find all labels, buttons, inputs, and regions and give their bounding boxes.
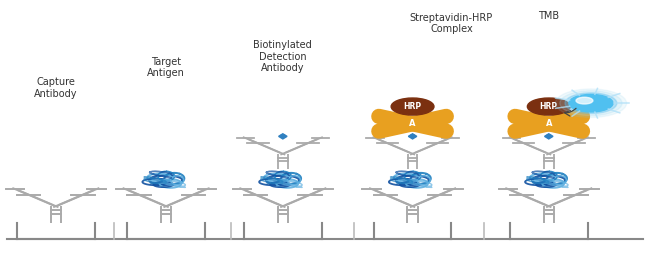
Text: Capture
Antibody: Capture Antibody	[34, 77, 77, 99]
Text: HRP: HRP	[404, 102, 422, 111]
Polygon shape	[279, 134, 287, 139]
Text: HRP: HRP	[540, 102, 558, 111]
Text: Biotinylated
Detection
Antibody: Biotinylated Detection Antibody	[254, 40, 312, 73]
Circle shape	[569, 94, 613, 112]
Circle shape	[560, 91, 622, 116]
Polygon shape	[408, 134, 417, 139]
Text: TMB: TMB	[538, 11, 560, 21]
Circle shape	[576, 97, 593, 104]
Text: A: A	[410, 119, 416, 128]
Circle shape	[527, 98, 570, 115]
Circle shape	[281, 135, 285, 136]
Circle shape	[547, 135, 551, 136]
Text: A: A	[545, 119, 552, 128]
Text: Target
Antigen: Target Antigen	[147, 57, 185, 78]
Circle shape	[411, 135, 415, 136]
Circle shape	[555, 89, 627, 118]
Text: Streptavidin-HRP
Complex: Streptavidin-HRP Complex	[410, 13, 493, 34]
Circle shape	[391, 98, 434, 115]
Polygon shape	[545, 134, 553, 139]
Circle shape	[565, 93, 617, 114]
